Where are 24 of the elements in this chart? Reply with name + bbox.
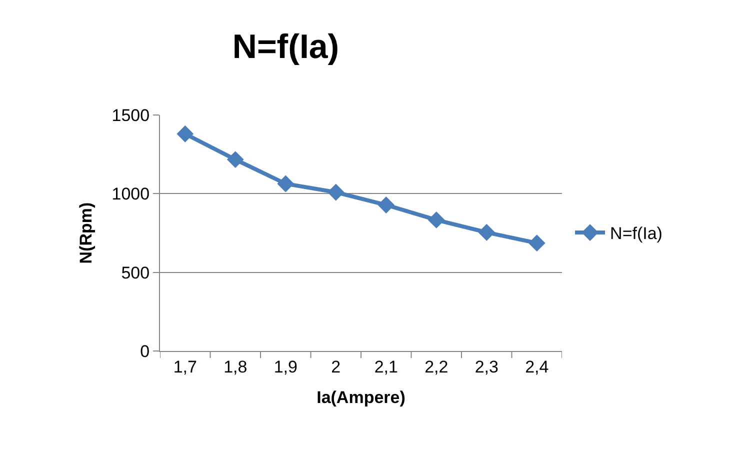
point (528, 234, 546, 252)
x-tick-label: 2,2 (424, 357, 448, 376)
x-tick-label: 1,9 (274, 357, 298, 376)
y-axis-title: N(Rpm) (76, 202, 96, 264)
point (176, 125, 194, 142)
y-tick-label: 1500 (112, 106, 150, 125)
point (327, 184, 344, 201)
x-axis-title: Ia(Ampere) (316, 388, 406, 407)
x-tick-label: 2,4 (525, 357, 549, 376)
point (428, 211, 445, 228)
x-tick-label: 2,1 (374, 357, 398, 376)
point (226, 151, 244, 168)
point (378, 196, 395, 214)
legend-label: N=f(Ia) (610, 224, 662, 244)
point (478, 224, 496, 241)
x-tick-label: 1,7 (173, 357, 197, 376)
y-tick-label: 1000 (112, 184, 150, 204)
point (277, 175, 294, 192)
chart-title: N=f(Ia) (232, 28, 340, 66)
y-tick-label: 500 (121, 263, 150, 282)
y-tick-label: 0 (140, 342, 150, 361)
x-tick-label: 2,3 (474, 357, 498, 376)
x-tick-label: 1,8 (224, 357, 248, 376)
x-tick-label: 2 (331, 357, 341, 376)
